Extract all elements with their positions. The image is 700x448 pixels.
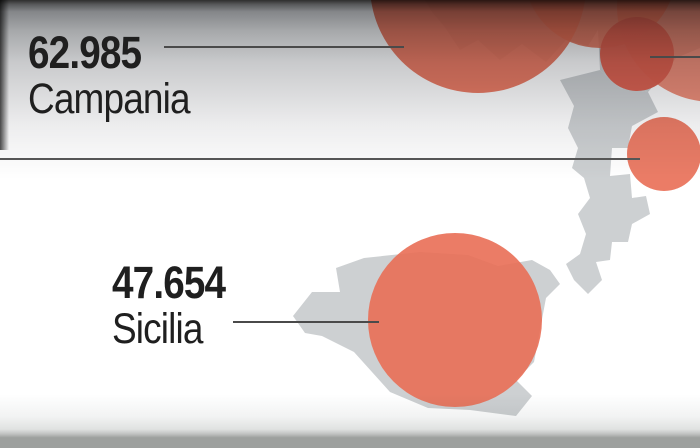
bubble-unlabeled-small-dark: [600, 17, 674, 91]
campania-name: Campania: [28, 75, 191, 123]
label-sicilia: 47.654 Sicilia: [112, 257, 226, 353]
leader-line-campania: [164, 46, 404, 48]
campania-value: 62.985: [28, 27, 142, 78]
bubble-unlabeled-mid-right: [627, 117, 700, 191]
sicilia-value: 47.654: [112, 257, 226, 308]
leader-line-offscreen-right: [650, 56, 700, 58]
sicilia-name: Sicilia: [112, 305, 203, 353]
leader-line-sicilia: [233, 321, 379, 323]
bubble-sicilia: [368, 233, 542, 407]
leader-line-offscreen-left: [0, 158, 640, 160]
label-campania: 62.985 Campania: [28, 27, 191, 123]
